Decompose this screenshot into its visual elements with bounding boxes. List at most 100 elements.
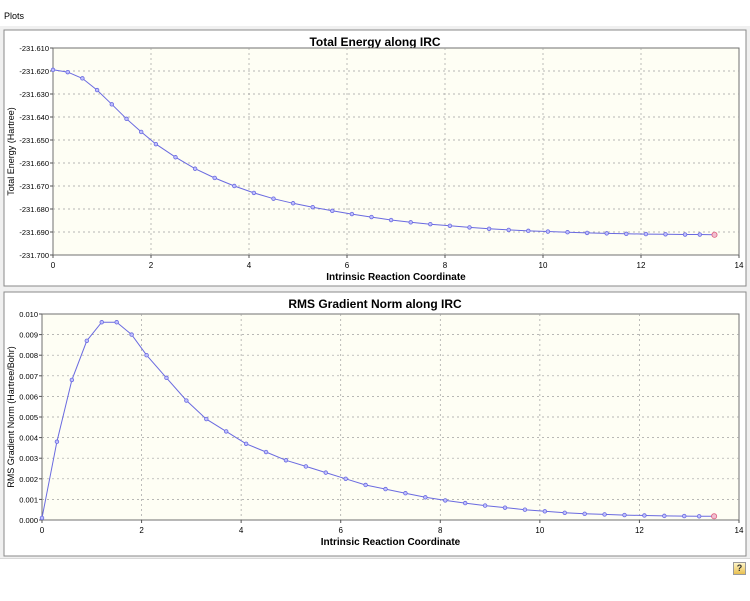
energy-data-point bbox=[109, 102, 114, 107]
energy-data-point bbox=[428, 221, 433, 227]
energy-ytick-label: -231.650 bbox=[19, 136, 49, 145]
energy-data-point bbox=[94, 87, 100, 93]
title-bar: Plots bbox=[0, 0, 750, 26]
gradient-data-point bbox=[224, 429, 229, 434]
energy-ytick-label: -231.640 bbox=[19, 113, 49, 122]
gradient-data-point bbox=[562, 510, 567, 515]
energy-xtick-label: 14 bbox=[735, 261, 744, 270]
gradient-ytick-label: 0.003 bbox=[19, 454, 38, 463]
energy-ytick-label: -231.620 bbox=[19, 67, 49, 76]
energy-ytick-label: -231.670 bbox=[19, 182, 49, 191]
gradient-xtick-label: 6 bbox=[338, 526, 343, 535]
energy-data-point bbox=[192, 166, 198, 171]
gradient-data-point bbox=[144, 352, 149, 358]
gradient-xtick-label: 12 bbox=[635, 526, 644, 535]
gradient-ylabel: RMS Gradient Norm (Hartree/Bohr) bbox=[6, 346, 16, 488]
energy-ytick-label: -231.610 bbox=[19, 44, 49, 53]
gradient-xlabel: Intrinsic Reaction Coordinate bbox=[321, 537, 461, 548]
energy-data-point bbox=[173, 155, 178, 160]
energy-data-point bbox=[138, 129, 144, 135]
energy-data-point bbox=[330, 208, 335, 214]
gradient-data-point bbox=[622, 512, 627, 518]
energy-data-point bbox=[50, 67, 56, 73]
gradient-data-point bbox=[443, 498, 448, 503]
help-button[interactable]: ? bbox=[733, 562, 746, 575]
energy-xtick-label: 4 bbox=[247, 261, 252, 270]
gradient-xtick-label: 4 bbox=[239, 526, 244, 535]
energy-data-point bbox=[251, 190, 257, 196]
energy-xtick-label: 8 bbox=[443, 261, 448, 270]
energy-data-point bbox=[584, 230, 590, 236]
gradient-data-point bbox=[462, 500, 468, 506]
gradient-xtick-label: 0 bbox=[40, 526, 45, 535]
gradient-xtick-label: 8 bbox=[438, 526, 443, 535]
gradient-ytick-label: 0.008 bbox=[19, 351, 38, 360]
gradient-data-point bbox=[129, 332, 134, 337]
gradient-data-point bbox=[642, 513, 647, 518]
energy-data-point bbox=[124, 116, 129, 122]
energy-xtick-label: 0 bbox=[51, 261, 56, 270]
gradient-xtick-label: 2 bbox=[139, 526, 144, 535]
gradient-data-point bbox=[582, 511, 587, 517]
gradient-chart[interactable]: RMS Gradient Norm along IRC 0 2 4 6 8 10 12 14 0.… bbox=[0, 288, 750, 558]
gradient-data-point bbox=[323, 470, 328, 475]
gradient-data-point bbox=[204, 416, 209, 422]
energy-data-point bbox=[486, 226, 492, 231]
gradient-data-point bbox=[423, 495, 428, 500]
gradient-data-point bbox=[114, 320, 119, 325]
gradient-data-point bbox=[502, 505, 508, 510]
gradient-data-point bbox=[343, 476, 348, 481]
status-bar: ? bbox=[0, 558, 750, 601]
gradient-xtick-label: 14 bbox=[735, 526, 744, 535]
gradient-data-point bbox=[602, 512, 607, 517]
energy-data-point bbox=[682, 232, 688, 237]
energy-data-point bbox=[212, 175, 217, 181]
energy-xtick-label: 2 bbox=[149, 261, 154, 270]
energy-data-point bbox=[663, 232, 668, 237]
energy-data-point bbox=[565, 230, 570, 235]
energy-ytick-label: -231.690 bbox=[19, 228, 49, 237]
energy-data-point bbox=[388, 217, 394, 223]
window-title: Plots bbox=[4, 11, 25, 21]
gradient-chart-panel: RMS Gradient Norm along IRC 0 2 4 6 8 10 12 14 0.… bbox=[0, 288, 750, 562]
gradient-data-point bbox=[682, 513, 687, 519]
gradient-ytick-label: 0.007 bbox=[19, 372, 38, 381]
gradient-data-point bbox=[164, 375, 169, 381]
energy-chart-panel: Total Energy along IRC 0 2 4 6 8 10 12 14 -231.70… bbox=[0, 26, 750, 300]
energy-data-point bbox=[545, 229, 551, 234]
energy-title: Total Energy along IRC bbox=[309, 35, 440, 49]
gradient-ytick-label: 0.009 bbox=[19, 331, 38, 340]
gradient-plot-area bbox=[41, 313, 740, 521]
gradient-data-point bbox=[662, 513, 667, 519]
gradient-data-point bbox=[522, 507, 528, 512]
energy-data-point bbox=[349, 211, 355, 217]
gradient-data-point bbox=[243, 441, 249, 446]
energy-data-point bbox=[271, 196, 276, 201]
gradient-ytick-label: 0.000 bbox=[19, 516, 38, 525]
gradient-title: RMS Gradient Norm along IRC bbox=[288, 297, 462, 311]
energy-data-point bbox=[369, 214, 374, 220]
energy-xtick-label: 12 bbox=[637, 261, 646, 270]
gradient-ytick-label: 0.004 bbox=[19, 434, 38, 443]
energy-data-point bbox=[290, 201, 296, 206]
energy-ytick-label: -231.630 bbox=[19, 90, 49, 99]
energy-data-point bbox=[604, 231, 609, 236]
energy-data-point bbox=[624, 231, 629, 237]
gradient-ytick-label: 0.002 bbox=[19, 475, 38, 484]
energy-chart[interactable]: Total Energy along IRC 0 2 4 6 8 10 12 14 -231.70… bbox=[0, 26, 750, 288]
energy-data-point bbox=[408, 220, 413, 225]
gradient-data-point bbox=[263, 449, 269, 455]
gradient-data-point bbox=[184, 398, 189, 403]
energy-xlabel: Intrinsic Reaction Coordinate bbox=[326, 272, 466, 283]
energy-data-point bbox=[643, 231, 649, 237]
energy-ytick-label: -231.680 bbox=[19, 205, 49, 214]
gradient-data-point bbox=[403, 491, 408, 496]
gradient-data-point bbox=[303, 464, 309, 469]
energy-data-point bbox=[711, 231, 718, 238]
energy-data-point bbox=[697, 232, 702, 237]
gradient-data-point bbox=[542, 509, 548, 514]
energy-plot-area bbox=[52, 47, 740, 256]
gradient-data-point bbox=[99, 320, 104, 325]
energy-data-point bbox=[232, 183, 237, 189]
energy-ytick-label: -231.660 bbox=[19, 159, 49, 168]
